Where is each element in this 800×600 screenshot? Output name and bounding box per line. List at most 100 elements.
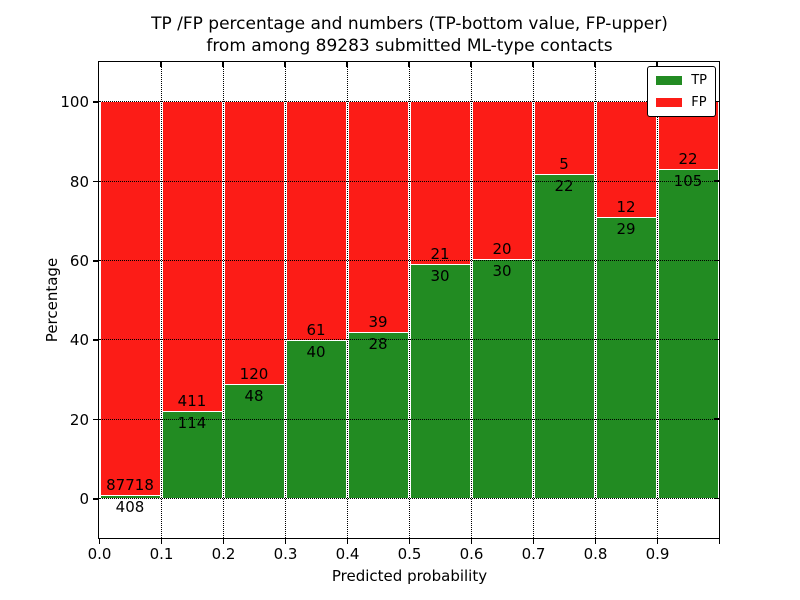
x-tick [656,539,659,544]
tp-count-label: 40 [306,343,326,362]
legend: TP FP [647,66,716,117]
x-tick [532,539,535,544]
legend-item-tp: TP [656,73,707,88]
fp-bar-segment [410,101,470,265]
x-tick [408,539,411,544]
tp-count-label: 30 [492,262,512,281]
fp-bar-segment [286,101,346,342]
top-tick [408,62,410,67]
tp-count-label: 30 [430,267,450,285]
fp-count-label: 5 [559,155,569,174]
fp-legend-swatch [656,98,683,107]
y-tick-label: 80 [69,172,89,191]
right-tick [714,259,719,262]
top-tick [656,62,658,67]
tp-bar-segment [596,217,656,499]
x-tick [284,539,287,544]
vertical-gridline [532,62,534,538]
vertical-gridline [470,62,472,538]
x-tick-label: 0.6 [459,545,484,563]
tp-legend-swatch [656,76,683,85]
x-tick-label: 0.9 [645,545,670,563]
fp-count-label: 87718 [106,476,154,495]
vertical-gridline [222,62,224,538]
vertical-gridline [408,62,410,538]
y-axis-label: Percentage [43,257,61,343]
tp-bar-segment [472,260,532,499]
vertical-gridlines [99,62,719,538]
inner-ticks [99,62,719,538]
tp-count-label: 408 [115,498,145,517]
fp-count-label: 39 [368,312,388,331]
tp-bar-segment [162,412,222,499]
top-tick [346,62,348,67]
y-tick-label: 20 [69,410,89,429]
y-tick [93,260,98,262]
tp-legend-label: TP [691,73,707,88]
fp-count-label: 20 [492,240,512,259]
x-axis-label: Predicted probability [331,567,488,585]
tp-bar-segment [410,265,470,499]
top-tick [222,62,224,67]
top-tick [284,62,286,67]
tp-count-label: 29 [616,219,636,238]
horizontal-gridline [99,418,719,420]
right-tick [714,418,719,420]
right-tick [714,338,719,341]
fp-count-label: 61 [306,321,326,340]
horizontal-gridline [99,180,719,182]
fp-legend-label: FP [691,95,707,110]
y-tick-label: 100 [60,93,89,112]
x-tick-label: 0.5 [397,545,422,563]
tp-bar-segment [100,496,160,499]
fp-bar-segment [100,101,160,497]
x-tick [470,539,473,544]
x-tick-label: 0.8 [583,545,608,563]
fp-count-label: 411 [177,392,207,411]
fp-count-label: 22 [678,150,698,169]
right-tick [714,100,719,103]
fp-bar-segment [224,101,284,385]
x-tick-label: 0.0 [87,545,112,563]
x-tick [98,539,101,544]
vertical-gridline [284,62,286,538]
horizontal-gridline [99,259,719,261]
fp-bar-segment [162,101,222,413]
tp-count-label: 114 [177,414,207,433]
x-tick [346,539,349,544]
tp-bar-segment [658,170,718,499]
y-tick [93,101,98,103]
tp-bar-segment [224,385,284,499]
tp-count-label: 22 [554,177,574,196]
y-tick [93,418,98,421]
fp-bar-segment [534,101,594,176]
chart-title: TP /FP percentage and numbers (TP-bottom… [98,13,721,57]
tp-bar-segment [534,175,594,499]
right-tick [714,180,719,182]
vertical-gridline [656,62,658,538]
y-tick-label: 60 [69,251,89,270]
x-tick-label: 0.7 [521,545,546,563]
chart-title-line1: TP /FP percentage and numbers (TP-bottom… [151,14,668,34]
right-tick [714,497,719,500]
x-tick [594,539,597,544]
fp-count-label: 21 [430,245,450,263]
tp-count-label: 28 [368,334,388,353]
y-tick [93,339,98,341]
y-tick [93,180,98,183]
top-tick [470,62,472,67]
legend-item-fp: FP [656,95,707,110]
x-tick-label: 0.1 [149,545,174,563]
horizontal-gridline [99,497,719,499]
x-tick [160,539,163,544]
fp-count-label: 120 [239,365,269,383]
horizontal-gridlines [99,62,719,538]
x-tick-label: 0.2 [211,545,236,563]
bar-value-labels: 87718 408 411 114 120 48 61 40 39 28 21 30 20 30 5 22 12… [99,62,719,538]
chart-title-line2: from among 89283 submitted ML-type conta… [206,36,613,56]
horizontal-gridline [99,339,719,341]
tp-count-label: 105 [673,172,703,191]
x-tick [222,539,225,544]
vertical-gridline [594,62,596,538]
plot-area: 87718 408 411 114 120 48 61 40 39 28 21 30 20 30 5 22 12… [98,61,720,539]
